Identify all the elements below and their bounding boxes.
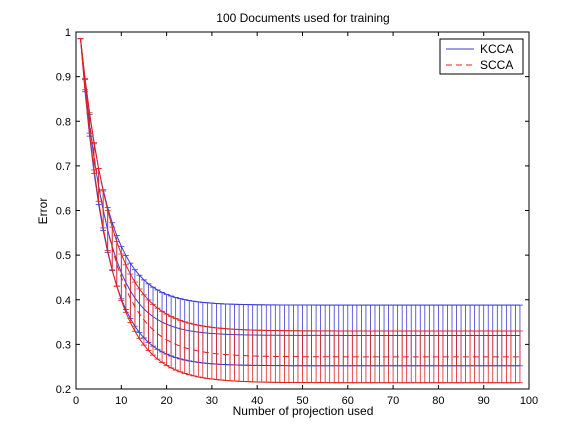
upper-bound-line-scca (80, 38, 520, 332)
y-tick-label: 0.9 (56, 72, 71, 84)
x-tick-label: 30 (206, 395, 218, 407)
x-tick-label: 50 (296, 395, 308, 407)
x-tick-label: 40 (251, 395, 263, 407)
mean-line-scca (80, 38, 520, 358)
y-tick-label: 0.7 (56, 161, 71, 173)
y-tick-label: 0.5 (56, 250, 71, 262)
chart-title: 100 Documents used for training (216, 11, 389, 25)
series-layer (77, 38, 523, 384)
x-tick-label: 70 (387, 395, 399, 407)
series-scca (77, 38, 523, 384)
x-tick-label: 80 (432, 395, 444, 407)
y-axis-label: Error (36, 198, 50, 225)
y-tick-label: 0.2 (56, 384, 71, 396)
y-tick-label: 0.8 (56, 116, 71, 128)
axis-ticks: 0 10 20 30 40 50 60 70 80 90 100 0.2 0.3 0.4 0.5 0.6 0.7… (56, 27, 538, 407)
y-tick-label: 0.3 (56, 339, 71, 351)
x-tick-label: 10 (115, 395, 127, 407)
x-tick-label: 0 (73, 395, 79, 407)
x-tick-label: 90 (478, 395, 490, 407)
legend: KCCA SCCA (439, 38, 524, 75)
x-tick-label: 100 (520, 395, 538, 407)
y-tick-label: 0.6 (56, 206, 71, 218)
x-tick-label: 60 (342, 395, 354, 407)
legend-label-scca: SCCA (480, 58, 513, 72)
lower-bound-line-scca (80, 38, 520, 384)
mean-line-kcca (80, 38, 520, 336)
upper-bound-line-kcca (80, 38, 520, 306)
x-axis-label: Number of projection used (233, 404, 374, 418)
lower-bound-line-kcca (80, 38, 520, 367)
legend-label-kcca: KCCA (480, 42, 513, 56)
legend-box (439, 38, 524, 75)
y-tick-label: 1 (65, 27, 71, 39)
x-tick-label: 20 (160, 395, 172, 407)
y-tick-label: 0.4 (56, 295, 71, 307)
